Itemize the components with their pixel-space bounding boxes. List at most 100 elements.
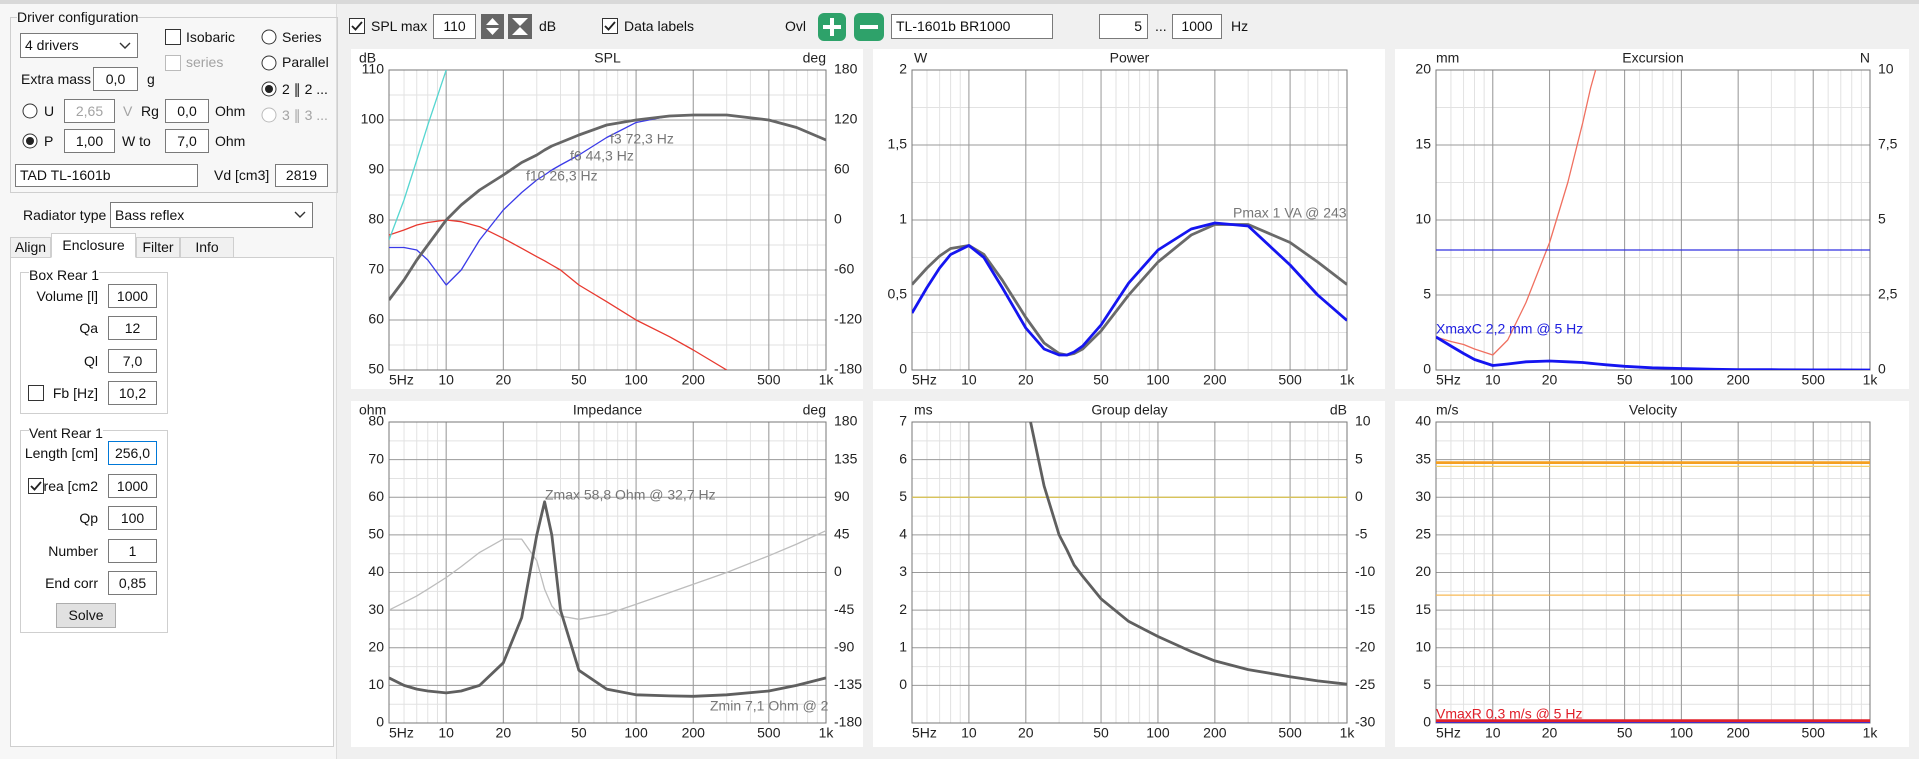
spin-buttons[interactable] [481,14,532,39]
tab[interactable]: Filter [136,237,180,258]
text-input[interactable]: 110 [433,14,476,39]
x-tick-label: 20 [1018,725,1034,741]
data-label: f3 72,3 Hz [610,131,674,147]
label: Extra mass [21,71,92,87]
tab[interactable]: Enclosure [51,233,136,258]
y2-tick-label: 90 [834,488,850,504]
label: Box Rear 1 [29,266,100,284]
x-tick-label: 50 [1617,372,1633,388]
y2-tick-label: -90 [834,638,854,654]
dropdown[interactable]: Bass reflex [110,202,313,228]
y-axis-label: dB [359,50,376,66]
series-line [1029,422,1347,686]
text-input[interactable]: 12 [108,316,157,340]
top-edge [0,0,1919,4]
overlay-buttons[interactable] [818,12,886,42]
y-tick-label: 15 [1415,601,1431,617]
text-input[interactable]: 0,0 [165,99,209,123]
text-input[interactable]: 7,0 [165,129,209,153]
y2-tick-label: 5 [1878,211,1886,227]
checkbox[interactable] [28,385,44,401]
y2-tick-label: 135 [834,450,858,466]
y-tick-label: 5 [1423,676,1431,692]
y-tick-label: 0 [1423,361,1431,377]
tab[interactable]: Align [10,237,51,258]
x-tick-label: 5Hz [389,372,414,388]
series-line [389,113,826,301]
y2-axis-label: N [1860,50,1870,66]
text-input[interactable]: 1000 [1172,14,1222,39]
tab[interactable]: Info [180,237,234,258]
y2-tick-label: -5 [1355,526,1368,542]
radio-button[interactable] [261,81,277,97]
text-input[interactable]: 10,2 [108,381,157,405]
y2-tick-label: 10 [1878,61,1894,77]
y2-tick-label: 180 [834,413,858,429]
x-tick-label: 100 [624,725,648,741]
checkbox[interactable] [165,29,181,45]
x-tick-label: 1k [1863,725,1879,741]
text-input[interactable]: TAD TL-1601b [15,164,198,187]
y-tick-label: 1 [899,638,907,654]
text-input[interactable]: TL-1601b BR1000 [891,14,1053,39]
y2-tick-label: 10 [1355,413,1371,429]
y-tick-label: 50 [368,361,384,377]
text-input[interactable]: 1000 [108,284,157,308]
chart-panel [873,49,1385,389]
y-tick-label: 40 [1415,413,1431,429]
x-tick-label: 10 [1485,372,1501,388]
spin-range[interactable] [508,14,532,39]
plot-frame [1435,421,1871,724]
plus-icon [823,18,841,36]
y-tick-label: 80 [368,211,384,227]
y2-tick-label: 0 [1355,488,1363,504]
text-input[interactable]: 1 [108,539,157,563]
text-input[interactable]: 5 [1099,14,1148,39]
radio-button[interactable] [261,55,277,71]
label: Ohm [215,103,246,119]
x-tick-label: 200 [1726,372,1750,388]
label: Parallel [282,54,329,70]
y-tick-label: 110 [362,61,385,77]
label: Qp [79,510,98,526]
y2-tick-label: 2,5 [1878,286,1898,302]
data-label: Pmax 1 VA @ 243 [1233,205,1347,221]
radio-button[interactable] [22,103,38,119]
checkbox[interactable] [349,18,365,34]
checkbox[interactable] [28,478,44,494]
x-tick-label: 20 [1542,725,1558,741]
checkbox [165,55,181,71]
text-input[interactable]: 1,00 [64,129,115,153]
y-tick-label: 1 [899,211,907,227]
text-input[interactable]: 7,0 [108,349,157,373]
y2-tick-label: 120 [834,111,858,127]
y2-tick-label: 60 [834,161,850,177]
checkbox[interactable] [602,18,618,34]
solve-button[interactable]: Solve [56,603,116,628]
radio-button[interactable] [261,29,277,45]
data-label: f6 44,3 Hz [570,148,634,164]
y-tick-label: 70 [368,450,384,466]
dropdown[interactable]: 4 drivers [20,33,138,58]
label: U [44,103,55,119]
spin-up[interactable] [481,14,504,39]
radio-button[interactable] [22,133,38,149]
x-tick-label: 500 [1802,372,1826,388]
text-input[interactable]: 2819 [275,164,328,187]
label: Area [cm2 [34,478,98,494]
label: Hz [1231,18,1249,34]
label: Ql [84,353,98,369]
tab-panel [10,257,334,747]
y2-tick-label: -135 [834,676,862,692]
text-input[interactable]: 0,85 [108,571,157,595]
x-tick-label: 10 [961,372,977,388]
y-tick-label: 50 [368,526,384,542]
text-input[interactable]: 256,0 [108,441,157,465]
series-line [389,500,826,698]
text-input[interactable]: 1000 [108,474,157,498]
text-input[interactable]: 100 [108,506,157,530]
label: Series [282,29,322,45]
y2-tick-label: 180 [834,61,858,77]
text-input[interactable]: 0,0 [93,67,138,91]
